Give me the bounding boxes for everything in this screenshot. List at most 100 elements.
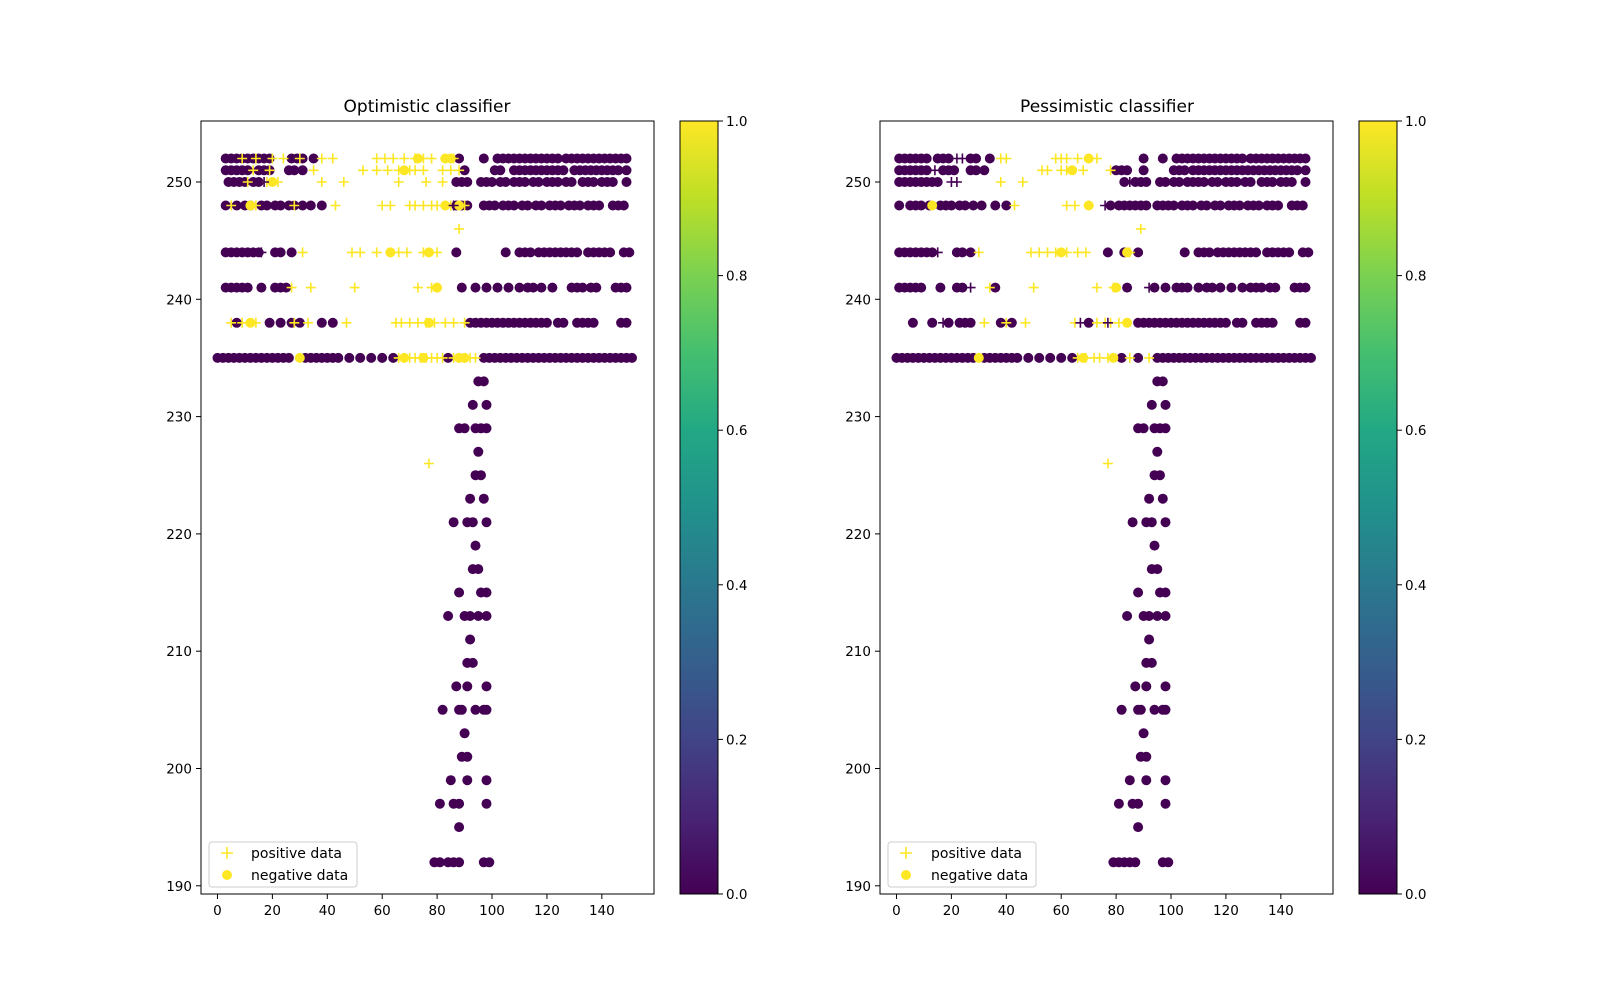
positive-data-point	[226, 200, 237, 211]
negative-data-point	[470, 540, 481, 551]
negative-data-point	[971, 153, 982, 164]
negative-data-point	[1144, 611, 1155, 621]
negative-data-point	[1160, 704, 1171, 715]
negative-data-point	[621, 153, 632, 164]
positive-data-point	[1102, 317, 1113, 328]
plus-marker-icon	[900, 847, 912, 859]
negative-data-point	[1237, 282, 1248, 293]
y-tick-label: 210	[166, 644, 192, 660]
positive-data-point	[1144, 282, 1155, 293]
negative-data-point	[555, 200, 566, 211]
negative-data-point	[245, 317, 256, 328]
negative-data-point	[1215, 282, 1226, 293]
negative-data-point	[1157, 153, 1168, 164]
negative-data-point	[960, 200, 971, 211]
negative-data-point	[454, 587, 465, 598]
positive-data-point	[459, 317, 470, 328]
chart-title: Optimistic classifier	[344, 97, 511, 117]
negative-data-point	[907, 317, 918, 328]
negative-data-point	[481, 681, 492, 692]
positive-data-point	[237, 317, 248, 328]
negative-data-point	[916, 282, 927, 293]
negative-data-point	[366, 352, 377, 363]
negative-data-point	[1056, 247, 1067, 258]
negative-data-point	[1168, 200, 1179, 211]
negative-data-point	[1138, 153, 1149, 164]
negative-data-point	[467, 517, 478, 528]
negative-data-point	[1300, 282, 1311, 293]
negative-data-point	[525, 247, 536, 258]
negative-data-point	[454, 153, 465, 164]
negative-data-point	[242, 282, 253, 293]
negative-data-point	[921, 165, 932, 176]
negative-data-point	[1201, 200, 1212, 211]
negative-data-point	[935, 282, 946, 293]
negative-data-point	[454, 798, 465, 809]
negative-data-point	[1149, 704, 1160, 715]
negative-data-point	[275, 317, 286, 328]
negative-data-point	[536, 282, 547, 293]
positive-data-point	[1050, 247, 1061, 258]
positive-data-point	[303, 317, 314, 328]
negative-data-point	[478, 376, 489, 387]
positive-data-point	[418, 165, 429, 176]
positive-data-point	[448, 317, 459, 328]
negative-data-point	[454, 822, 465, 833]
negative-data-point	[1133, 247, 1144, 258]
negative-data-point	[1116, 352, 1127, 363]
positive-data-point	[1102, 458, 1113, 469]
negative-data-point	[1045, 352, 1056, 363]
negative-data-point	[1215, 200, 1226, 211]
positive-data-point	[289, 317, 300, 328]
positive-data-point	[316, 177, 327, 187]
x-tick-label: 100	[1158, 903, 1184, 919]
x-tick-label: 60	[1053, 903, 1070, 919]
colorbar-tick-label: 0.4	[726, 578, 747, 594]
negative-data-point	[509, 200, 519, 211]
negative-data-point	[459, 423, 470, 434]
negative-data-point	[297, 200, 308, 211]
positive-data-point	[272, 177, 283, 187]
positive-data-point	[429, 317, 440, 328]
negative-data-point	[242, 165, 253, 176]
y-tick-label: 250	[166, 175, 192, 191]
negative-data-point	[448, 517, 459, 528]
negative-data-point	[1122, 165, 1133, 176]
negative-data-point	[613, 165, 624, 176]
positive-data-point	[932, 247, 943, 258]
negative-data-point	[621, 165, 632, 176]
negative-data-point	[588, 177, 599, 187]
negative-data-point	[946, 200, 957, 211]
negative-data-point	[1226, 282, 1237, 293]
negative-data-point	[316, 200, 327, 211]
negative-data-point	[305, 200, 316, 211]
negative-data-point	[1300, 177, 1311, 187]
positive-data-point	[995, 177, 1006, 187]
positive-data-point	[1072, 153, 1083, 164]
negative-data-point	[1138, 423, 1149, 434]
positive-data-point	[264, 165, 275, 176]
negative-data-point	[1149, 540, 1160, 551]
positive-data-point	[382, 165, 393, 176]
negative-data-point	[927, 247, 938, 258]
positive-data-point	[421, 177, 432, 187]
y-tick-label: 220	[166, 527, 192, 543]
negative-data-point	[605, 247, 616, 258]
scatter-points	[212, 153, 637, 868]
negative-data-point	[1144, 634, 1155, 645]
negative-data-point	[294, 317, 305, 328]
positive-data-point	[338, 177, 349, 187]
colorbar-tick-label: 0.2	[726, 732, 747, 748]
negative-data-point	[1135, 704, 1146, 715]
negative-data-point	[1160, 681, 1171, 692]
negative-data-point	[445, 775, 456, 786]
negative-data-point	[456, 282, 467, 293]
negative-data-point	[1234, 200, 1245, 211]
positive-data-point	[1100, 200, 1111, 211]
negative-data-point	[1130, 857, 1141, 868]
negative-data-point	[473, 446, 484, 457]
y-axis: 190 200 210 220 230 240 250	[166, 175, 201, 895]
negative-data-point	[253, 177, 264, 187]
legend: positive data negative data	[887, 841, 1037, 888]
